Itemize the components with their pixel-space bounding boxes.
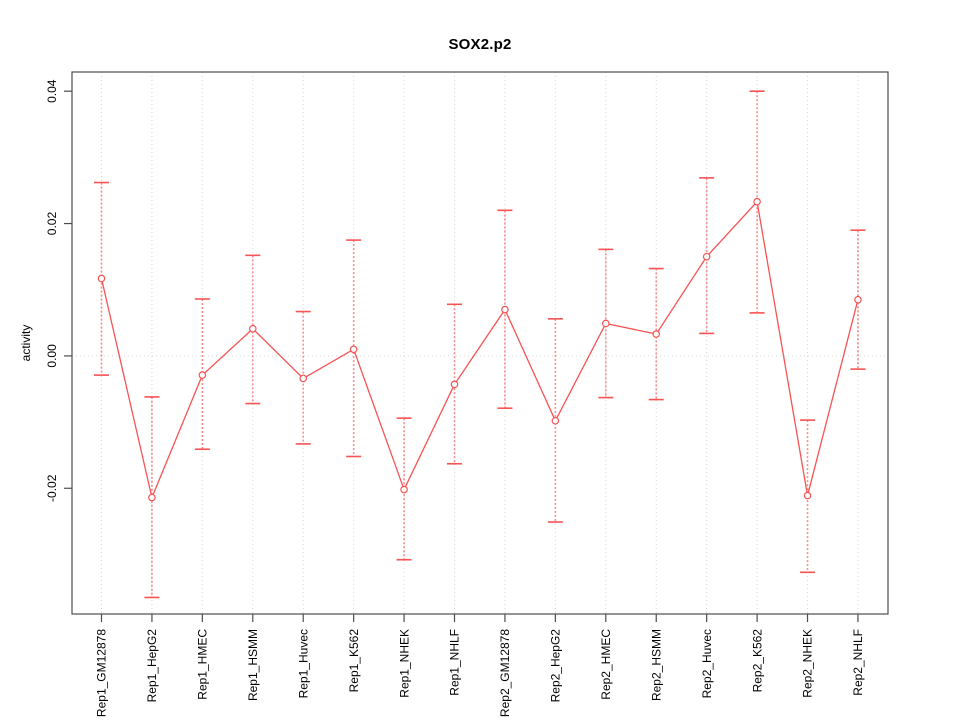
data-point [349, 345, 358, 354]
x-tick-label: Rep2_GM12878 [498, 629, 512, 717]
x-tick-label: Rep1_K562 [347, 629, 361, 693]
error-bars [94, 90, 866, 599]
x-tick-label: Rep1_NHLF [448, 629, 462, 696]
data-point [148, 493, 156, 502]
data-point [551, 416, 560, 425]
x-tick-label: Rep2_HepG2 [549, 629, 563, 703]
chart-title: SOX2.p2 [448, 36, 512, 53]
x-tick-label: Rep1_Huvec [296, 629, 310, 698]
data-points [97, 197, 862, 502]
data-point [652, 330, 661, 338]
x-tick-label: Rep2_K562 [750, 629, 764, 693]
data-point [299, 374, 308, 383]
data-point [702, 252, 711, 261]
x-tick-label: Rep2_Huvec [700, 629, 714, 698]
data-point [97, 274, 106, 283]
x-tick-label: Rep1_GM12878 [95, 629, 109, 717]
data-point [248, 324, 257, 333]
y-axis: -0.02 0.00 0.02 0.04 [45, 79, 72, 502]
data-point [854, 295, 862, 304]
x-tick-label: Rep1_HepG2 [145, 629, 159, 703]
x-tick-label: Rep1_HSMM [246, 629, 260, 701]
data-point [501, 305, 509, 314]
x-axis: Rep1_GM12878 Rep1_HepG2 Rep1_HMEC Rep1_HSMM… [95, 614, 865, 717]
data-point [601, 319, 610, 328]
data-point [803, 491, 812, 500]
y-tick-label: 0.04 [45, 79, 59, 103]
data-point [753, 197, 761, 206]
x-tick-label: Rep2_NHLF [851, 629, 865, 696]
data-point [198, 371, 207, 379]
x-tick-label: Rep2_HSMM [649, 629, 663, 701]
series-line [100, 200, 859, 500]
x-tick-label: Rep2_HMEC [599, 629, 613, 700]
y-tick-label: 0.02 [45, 212, 59, 236]
y-tick-label: -0.02 [45, 474, 59, 502]
plot-border [71, 71, 889, 615]
x-tick-label: Rep1_HMEC [196, 629, 210, 700]
x-tick-label: Rep1_NHEK [397, 629, 411, 698]
y-tick-label: 0.00 [45, 344, 59, 368]
x-tick-label: Rep2_NHEK [801, 629, 815, 698]
data-point [400, 485, 408, 494]
data-point [450, 380, 459, 389]
gridlines [72, 72, 888, 614]
